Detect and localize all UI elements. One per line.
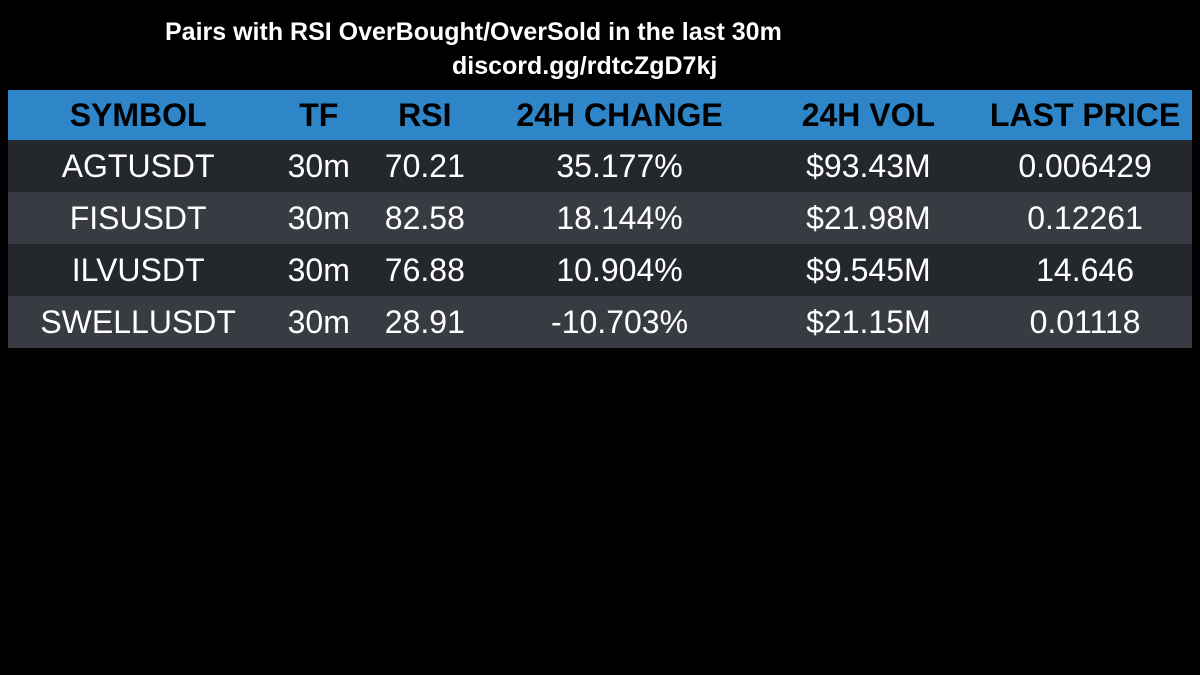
cell: 30m [268,140,370,192]
table: SYMBOL TF RSI 24H CHANGE 24H VOL LAST PRICE A… [8,90,1192,348]
title: Pairs with RSI OverBought/OverSold in th… [165,18,782,46]
cell: 0.12261 [978,192,1192,244]
cell: 18.144% [480,192,759,244]
column-header: LAST PRICE [978,90,1192,140]
column-header: 24H VOL [758,90,979,140]
table-row: FISUSDT 30m 82.58 18.144% $21.98M 0.12261 [8,192,1192,244]
cell: ILVUSDT [8,244,269,296]
cell: 30m [268,296,370,348]
column-header: TF [268,90,370,140]
cell: 30m [268,192,370,244]
cell: 10.904% [480,244,759,296]
cell: 76.88 [369,244,481,296]
column-header: 24H CHANGE [480,90,759,140]
header-row: SYMBOL TF RSI 24H CHANGE 24H VOL LAST PRICE [8,90,1192,140]
cell: 14.646 [978,244,1192,296]
cell: 70.21 [369,140,481,192]
cell: SWELLUSDT [8,296,269,348]
subtitle: discord.gg/rdtcZgD7kj [452,52,718,80]
cell: $93.43M [758,140,979,192]
cell: $21.98M [758,192,979,244]
cell: 35.177% [480,140,759,192]
cell: 82.58 [369,192,481,244]
cell: AGTUSDT [8,140,269,192]
cell: 0.01118 [978,296,1192,348]
table-row: ILVUSDT 30m 76.88 10.904% $9.545M 14.646 [8,244,1192,296]
cell: FISUSDT [8,192,269,244]
cell: $21.15M [758,296,979,348]
column-header: RSI [369,90,481,140]
cell: -10.703% [480,296,759,348]
cell: $9.545M [758,244,979,296]
table-row: AGTUSDT 30m 70.21 35.177% $93.43M 0.006429 [8,140,1192,192]
cell: 28.91 [369,296,481,348]
cell: 0.006429 [978,140,1192,192]
table-body: AGTUSDT 30m 70.21 35.177% $93.43M 0.006429 FIS… [8,140,1192,348]
column-header: SYMBOL [8,90,269,140]
table-row: SWELLUSDT 30m 28.91 -10.703% $21.15M 0.01118 [8,296,1192,348]
cell: 30m [268,244,370,296]
